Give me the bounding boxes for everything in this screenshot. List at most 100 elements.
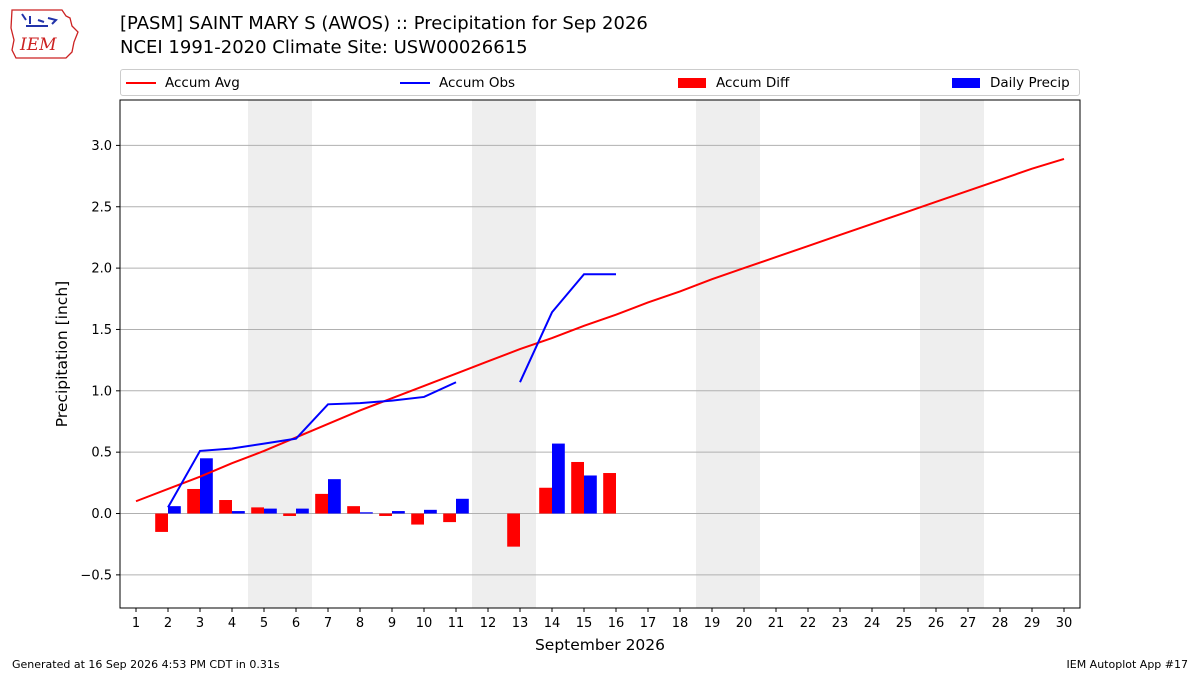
legend-item-accum-avg: Accum Avg [126, 70, 240, 95]
x-tick-label: 25 [896, 616, 913, 631]
weekend-shade-day-5 [248, 100, 280, 608]
x-tick-label: 12 [480, 616, 497, 631]
daily-precip-bar-day-3 [200, 458, 213, 514]
x-tick-label: 30 [1056, 616, 1073, 631]
footer-app: IEM Autoplot App #17 [1066, 658, 1189, 671]
x-tick-label: 16 [608, 616, 625, 631]
legend-item-accum-obs: Accum Obs [400, 70, 515, 95]
x-tick-label: 1 [132, 616, 140, 631]
accum-diff-bar-day-10 [411, 513, 424, 525]
x-tick-label: 8 [356, 616, 364, 631]
daily-precip-bar-day-14 [552, 443, 565, 514]
x-tick-label: 10 [416, 616, 433, 631]
x-tick-label: 17 [640, 616, 657, 631]
accum-diff-bar-day-15 [571, 461, 584, 514]
lines [135, 157, 1065, 508]
x-tick-label: 22 [800, 616, 817, 631]
daily-precip-bar-day-8 [360, 512, 373, 514]
weekend-shade-day-12 [472, 100, 504, 608]
x-tick-label: 7 [324, 616, 332, 631]
x-tick-label: 20 [736, 616, 753, 631]
accum-obs-line-segment-1 [167, 381, 457, 508]
legend: Accum Avg Accum Obs Accum Diff Daily Pre… [120, 69, 1080, 96]
y-axis-label: Precipitation [inch] [53, 281, 71, 427]
x-tick-label: 2 [164, 616, 172, 631]
x-tick-label: 9 [388, 616, 396, 631]
chart-title: [PASM] SAINT MARY S (AWOS) :: Precipitat… [120, 13, 648, 34]
weekend-shade-day-26 [920, 100, 952, 608]
y-tick-label: 2.5 [91, 200, 112, 215]
x-tick-label: 26 [928, 616, 945, 631]
daily-precip-bar-day-2 [168, 506, 181, 514]
accum-obs-line-segment-2 [519, 273, 616, 383]
weekend-shade-day-27 [952, 100, 984, 608]
legend-swatch-accum-diff [678, 77, 706, 88]
accum-diff-bar-day-4 [219, 500, 232, 514]
legend-item-accum-diff: Accum Diff [678, 70, 789, 95]
legend-swatch-accum-avg [126, 81, 156, 84]
daily-precip-bar-day-7 [328, 479, 341, 514]
y-tick-label: 0.0 [91, 507, 112, 522]
x-tick-label: 14 [544, 616, 561, 631]
accum-diff-bar-day-3 [187, 488, 200, 514]
daily-precip-bar-day-9 [392, 511, 405, 514]
legend-swatch-daily-precip [952, 77, 980, 88]
x-tick-label: 28 [992, 616, 1009, 631]
y-tick-label: 1.5 [91, 323, 112, 338]
x-tick-label: 24 [864, 616, 881, 631]
footer-generated: Generated at 16 Sep 2026 4:53 PM CDT in … [12, 658, 280, 671]
x-tick-label: 6 [292, 616, 300, 631]
x-tick-label: 4 [228, 616, 236, 631]
legend-label-accum-avg: Accum Avg [165, 74, 240, 91]
weekend-shade-day-20 [728, 100, 760, 608]
legend-label-daily-precip: Daily Precip [990, 74, 1070, 91]
x-tick-label: 23 [832, 616, 849, 631]
y-tick-label: 2.0 [91, 262, 112, 277]
accum-diff-bar-day-9 [379, 513, 392, 516]
svg-text:IEM: IEM [19, 35, 57, 55]
x-tick-label: 19 [704, 616, 721, 631]
x-tick-label: 11 [448, 616, 465, 631]
accum-diff-bar-day-5 [251, 507, 264, 514]
plot-frame [119, 99, 1081, 609]
y-axis-ticks: −0.5 0.0 0.5 1.0 1.5 2.0 2.5 3.0 [80, 139, 120, 583]
x-tick-label: 18 [672, 616, 689, 631]
accum-diff-bar-day-8 [347, 506, 360, 514]
y-tick-label: 0.5 [91, 446, 112, 461]
accum-diff-bar-day-6 [283, 513, 296, 516]
x-tick-label: 15 [576, 616, 593, 631]
y-tick-label: 1.0 [91, 384, 112, 399]
x-tick-label: 5 [260, 616, 268, 631]
legend-label-accum-obs: Accum Obs [439, 74, 516, 91]
accum-diff-bar-day-7 [315, 493, 328, 514]
x-tick-label: 29 [1024, 616, 1041, 631]
x-axis-label: September 2026 [535, 636, 665, 654]
iem-logo: IEM [10, 9, 79, 59]
accum-diff-bar-day-13 [507, 513, 520, 547]
weekend-shading [248, 100, 984, 608]
bars [155, 443, 616, 547]
y-tick-label: 3.0 [91, 139, 112, 154]
weekend-shade-day-19 [696, 100, 728, 608]
daily-precip-bar-day-4 [232, 511, 245, 514]
x-tick-label: 3 [196, 616, 204, 631]
x-tick-label: 21 [768, 616, 785, 631]
legend-item-daily-precip: Daily Precip [952, 70, 1070, 95]
accum-diff-bar-day-2 [155, 513, 168, 532]
daily-precip-bar-day-11 [456, 498, 469, 514]
weekend-shade-day-6 [280, 100, 312, 608]
x-axis-ticks: 1 2 3 4 5 6 7 8 9 10 11 12 13 14 15 16 17 18 19 20 21 22 23 24 2… [132, 608, 1072, 631]
accum-diff-bar-day-14 [539, 487, 552, 514]
accum-diff-bar-day-11 [443, 513, 456, 523]
legend-swatch-accum-obs [400, 81, 430, 84]
x-tick-label: 13 [512, 616, 529, 631]
daily-precip-bar-day-6 [296, 508, 309, 514]
y-tick-label: −0.5 [80, 568, 112, 583]
accum-diff-bar-day-16 [603, 473, 616, 514]
daily-precip-bar-day-10 [424, 509, 437, 514]
x-tick-label: 27 [960, 616, 977, 631]
daily-precip-bar-day-15 [584, 475, 597, 514]
legend-label-accum-diff: Accum Diff [716, 74, 790, 91]
chart-subtitle: NCEI 1991-2020 Climate Site: USW00026615 [120, 37, 528, 58]
